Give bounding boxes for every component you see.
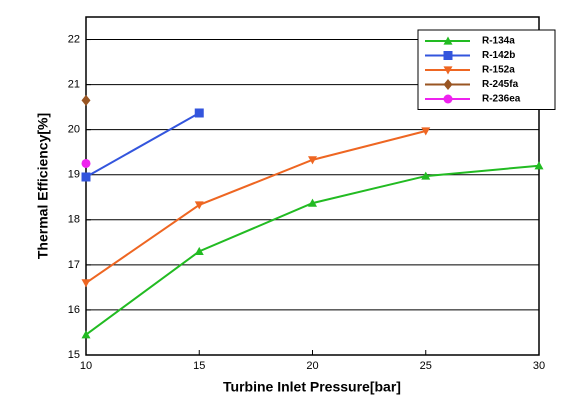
x-tick-label: 20 — [306, 360, 318, 372]
x-tick-label: 10 — [80, 360, 92, 372]
series-line — [85, 164, 540, 336]
y-tick-label: 20 — [68, 124, 80, 136]
legend-label: R-142b — [482, 50, 515, 61]
marker — [81, 330, 91, 339]
marker — [194, 108, 204, 118]
y-tick-label: 18 — [68, 214, 80, 226]
marker — [81, 158, 91, 168]
legend-label: R-236ea — [482, 94, 521, 105]
marker — [443, 94, 453, 104]
marker — [308, 198, 317, 207]
x-axis-title: Turbine Inlet Pressure[bar] — [223, 379, 401, 395]
legend-label: R-152a — [482, 65, 515, 76]
marker — [81, 172, 91, 182]
marker — [194, 246, 204, 255]
legend-label: R-134a — [482, 36, 515, 47]
y-tick-label: 15 — [68, 349, 80, 361]
marker — [421, 171, 431, 180]
y-tick-label: 19 — [68, 169, 80, 181]
x-tick-label: 25 — [420, 360, 432, 372]
series-line — [85, 130, 426, 284]
marker — [443, 36, 453, 45]
plot-frame — [85, 16, 540, 356]
x-tick-label: 30 — [533, 360, 545, 372]
series-line — [85, 112, 200, 178]
x-tick-label: 15 — [193, 360, 205, 372]
y-tick-label: 16 — [68, 304, 80, 316]
y-tick-label: 22 — [68, 33, 80, 45]
marker — [81, 279, 91, 288]
marker — [443, 51, 453, 60]
marker — [194, 201, 204, 210]
marker — [81, 94, 91, 106]
y-axis-title: Thermal Efficiency[%] — [35, 113, 51, 259]
marker — [534, 161, 544, 170]
marker — [308, 156, 317, 165]
y-tick-label: 21 — [68, 79, 80, 91]
marker — [443, 66, 453, 75]
marker — [443, 79, 453, 90]
marker — [421, 127, 431, 136]
legend-label: R-245fa — [482, 79, 519, 90]
y-tick-label: 17 — [68, 259, 80, 271]
